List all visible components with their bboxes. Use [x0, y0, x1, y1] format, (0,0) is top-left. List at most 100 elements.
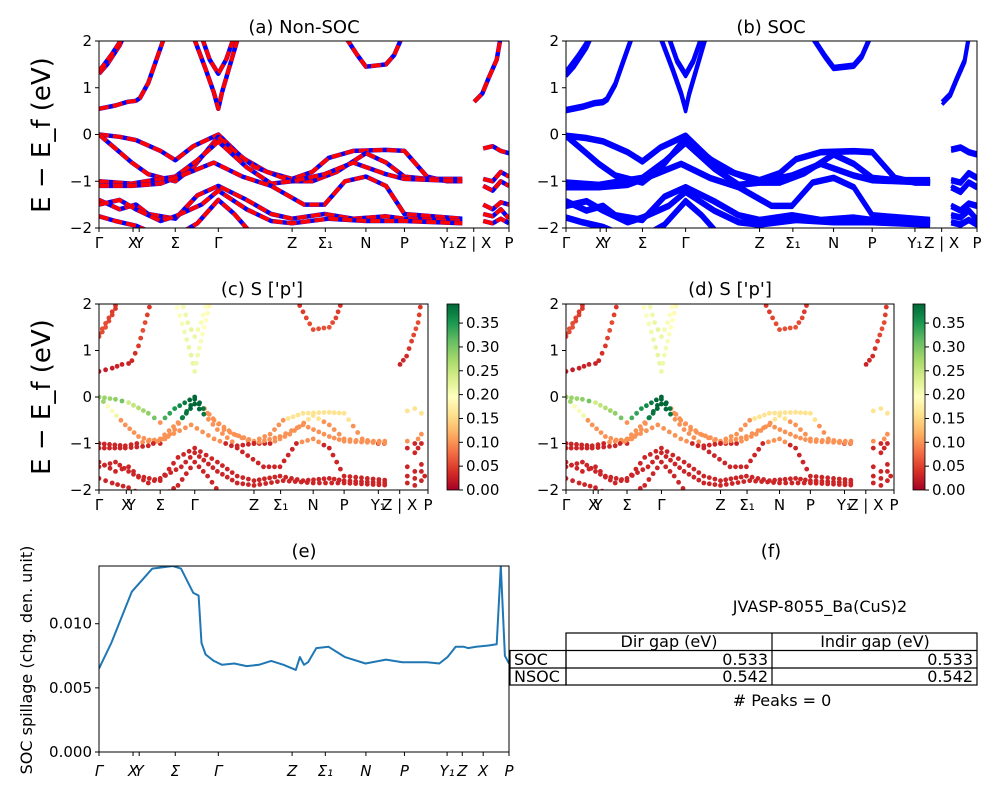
scatter-point-d [798, 476, 803, 482]
scatter-point-d [650, 312, 655, 318]
scatter-point-d [639, 406, 644, 411]
scatter-point-c [220, 431, 225, 436]
scatter-point-c [281, 458, 287, 464]
scatter-point-d [642, 420, 648, 425]
x-tick-label-d: Z | X [848, 496, 883, 514]
scatter-point-c [419, 410, 424, 416]
scatter-point-d [878, 406, 884, 411]
scatter-point-d [593, 361, 598, 366]
scatter-point-d [756, 446, 762, 452]
scatter-point-c [415, 320, 421, 325]
scatter-point-d [574, 396, 580, 401]
scatter-point-d [793, 422, 798, 428]
scatter-point-c [303, 315, 309, 321]
scatter-point-d [798, 427, 803, 432]
band-dn-a-9 [99, 139, 463, 186]
scatter-point-d [706, 435, 711, 441]
scatter-point-d [584, 445, 590, 451]
scatter-point-c [415, 445, 421, 451]
band-b-13 [566, 214, 614, 228]
scatter-point-d [718, 441, 723, 446]
scatter-point-c [419, 462, 424, 467]
scatter-point-c [300, 410, 306, 416]
table-nsoc-indir: 0.542 [927, 667, 973, 686]
scatter-point-c [160, 436, 166, 442]
scatter-point-c [269, 480, 274, 485]
scatter-point-c [333, 315, 339, 321]
scatter-point-c [404, 353, 409, 359]
band-up-a-2 [99, 41, 166, 112]
scatter-point-c [99, 464, 102, 470]
x-tick-label-d: Y [593, 496, 604, 514]
scatter-point-c [205, 310, 211, 316]
scatter-point-d [782, 476, 788, 482]
scatter-point-d [570, 367, 575, 373]
scatter-point-d [569, 462, 574, 468]
band-b-split-10 [566, 163, 931, 224]
bands-a [99, 41, 509, 228]
scatter-point-d [788, 410, 793, 415]
panel-d-title: (d) S ['p'] [688, 279, 772, 300]
scatter-point-c [331, 435, 337, 441]
scatter-point-c [412, 441, 418, 446]
colorbar-label-d: 0.00 [932, 481, 965, 499]
x-tick-label-a: Y₁ [438, 234, 454, 252]
scatter-point-d [772, 410, 777, 416]
scatter-point-d [695, 443, 701, 449]
scatter-point-c [229, 439, 235, 445]
scatter-point-c [419, 478, 424, 484]
scatter-point-d [885, 462, 890, 467]
scatter-point-c [321, 431, 327, 437]
scatter-point-d [607, 444, 612, 449]
scatter-point-c [267, 441, 273, 446]
table-row-label-soc: SOC [514, 650, 548, 669]
scatter-point-d [579, 445, 585, 451]
scatter-point-d [655, 422, 661, 428]
scatter-point-c [185, 320, 191, 325]
scatter-point-c [311, 427, 316, 432]
x-tick-label-b: Γ [681, 234, 690, 252]
scatter-point-c [141, 477, 146, 483]
scatter-point-c [114, 363, 120, 369]
x-tick-label-c: Σ₁ [273, 496, 289, 514]
band-dn-a-5 [345, 41, 403, 69]
scatter-point-c [126, 361, 131, 366]
scatter-point-d [688, 427, 693, 432]
band-b-split-8 [566, 135, 931, 186]
scatter-point-c [183, 425, 188, 431]
scatter-point-d [765, 479, 770, 485]
x-tick-label-c: Y₁ [370, 496, 386, 514]
scatter-point-c [321, 442, 327, 448]
scatter-point-d [598, 402, 603, 408]
x-tick-label-d: Γ [562, 496, 571, 514]
scatter-point-d [878, 469, 884, 474]
scatter-point-c [109, 309, 115, 315]
spillage-plot [99, 566, 509, 671]
scatter-point-c [162, 415, 168, 421]
scatter-point-c [299, 439, 305, 445]
scatter-point-d [568, 445, 574, 451]
scatter-point-d [885, 478, 890, 484]
scatter-point-c [353, 481, 359, 486]
scatter-point-c [413, 326, 419, 332]
scatter-point-d [691, 474, 697, 480]
scatter-point-d [777, 327, 782, 332]
scatter-point-c [347, 439, 353, 444]
scatter-point-d [789, 480, 795, 486]
scatter-point-c [200, 331, 206, 337]
scatter-point-d [627, 436, 633, 442]
scatter-point-d [650, 410, 656, 416]
scatter-point-d [678, 436, 684, 442]
y-tick-label-d: 2 [549, 295, 559, 313]
scatter-point-c [240, 481, 246, 487]
scatter-point-d [673, 304, 679, 309]
scatter-point-d [760, 441, 766, 446]
scatter-point-c [198, 338, 204, 344]
scatter-point-c [136, 343, 141, 349]
scatter-point-c [140, 328, 146, 333]
scatter-point-d [801, 480, 807, 486]
scatter-point-c [338, 466, 343, 472]
scatter-point-c [289, 446, 295, 452]
scatter-point-d [878, 450, 884, 456]
